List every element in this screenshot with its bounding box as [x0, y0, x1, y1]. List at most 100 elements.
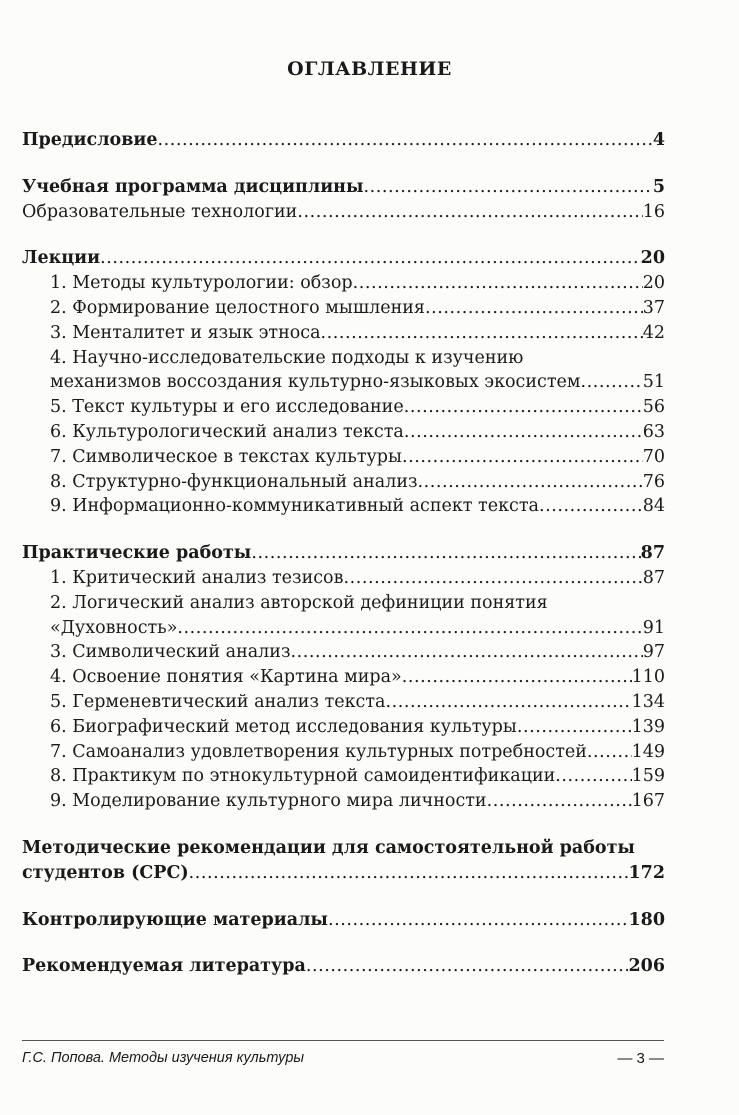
- dot-leader: [321, 321, 643, 346]
- dot-leader: [343, 566, 642, 591]
- toc-entry[interactable]: 8. Практикум по этнокультурной самоидент…: [22, 764, 665, 789]
- dot-leader: [404, 395, 643, 420]
- toc-entry[interactable]: 3. Менталитет и язык этноса 42: [22, 321, 665, 346]
- toc-entry[interactable]: Учебная программа дисциплины 5: [22, 175, 665, 200]
- toc-entry[interactable]: Образовательные технологии 16: [22, 200, 665, 225]
- toc-entry-page: 42: [642, 322, 665, 343]
- toc-entry-row: 1. Критический анализ тезисов 87: [50, 566, 665, 591]
- toc-entry[interactable]: Рекомендуемая литература 206: [22, 954, 665, 979]
- toc-entry-page: 20: [642, 273, 665, 294]
- toc-entry-page: 87: [640, 543, 665, 564]
- toc-entry[interactable]: 1. Методы культурологии: обзор 20: [22, 271, 665, 296]
- toc-entry[interactable]: Контролирующие материалы 180: [22, 908, 665, 933]
- toc-entry-title: 2. Формирование целостного мышления: [50, 297, 425, 318]
- toc-entry-row: 4. Освоение понятия «Картина мира» 110: [50, 665, 665, 690]
- toc-entry-page: 91: [642, 617, 665, 638]
- toc-entry-row: механизмов воссоздания культурно-языковы…: [50, 370, 665, 395]
- toc-entry-page: 63: [642, 421, 665, 442]
- toc-entry[interactable]: Методические рекомендации для самостояте…: [22, 836, 665, 886]
- toc-entry[interactable]: 9. Моделирование культурного мира личнос…: [22, 789, 665, 814]
- dot-leader: [364, 175, 653, 200]
- toc-entry-page: 167: [631, 791, 665, 812]
- dot-leader: [328, 908, 629, 933]
- toc-entry-title: 5. Текст культуры и его исследование: [50, 397, 404, 418]
- toc-entry-page: 70: [642, 446, 665, 467]
- toc-entry[interactable]: 5. Текст культуры и его исследование 56: [22, 395, 665, 420]
- toc-entry-row: 7. Символическое в текстах культуры 70: [50, 445, 665, 470]
- toc-entry-row: 6. Биографический метод исследования кул…: [50, 715, 665, 740]
- toc-entry-row: 8. Структурно-функциональный анализ 76: [50, 470, 665, 495]
- toc-entry-title: Учебная программа дисциплины: [22, 176, 364, 197]
- running-title: Г.С. Попова. Методы изучения культуры: [22, 1050, 305, 1066]
- toc-entry[interactable]: 6. Культурологический анализ текста 63: [22, 420, 665, 445]
- toc-entry-page: 16: [642, 201, 665, 222]
- toc-entry-title: Лекции: [22, 248, 101, 269]
- toc-entry-page: 76: [642, 471, 665, 492]
- toc-entry-title: студентов (СРС): [22, 862, 189, 883]
- toc-entry[interactable]: Предисловие 4: [22, 128, 665, 153]
- toc-entry[interactable]: 8. Структурно-функциональный анализ 76: [22, 470, 665, 495]
- toc-entry-page: 87: [642, 567, 665, 588]
- toc-entry-row: Образовательные технологии 16: [22, 200, 665, 225]
- toc-entry-row: Предисловие 4: [22, 128, 665, 153]
- toc-entry[interactable]: Лекции 20: [22, 246, 665, 271]
- toc-entry[interactable]: 9. Информационно-коммуникативный аспект …: [22, 494, 665, 519]
- toc-entry-row: Практические работы 87: [22, 541, 665, 566]
- toc-entry-title: 6. Биографический метод исследования кул…: [50, 716, 517, 737]
- toc-entry[interactable]: 2. Логический анализ авторской дефиниции…: [22, 591, 665, 641]
- dot-leader: [353, 271, 643, 296]
- toc-entry-title: 9. Информационно-коммуникативный аспект …: [50, 496, 539, 517]
- dot-leader: [555, 764, 631, 789]
- dot-leader: [251, 541, 640, 566]
- toc-entry-row: студентов (СРС) 172: [22, 861, 665, 886]
- toc-entry-title: Рекомендуемая литература: [22, 956, 306, 977]
- dot-leader: [402, 665, 632, 690]
- toc-entry-title: Предисловие: [22, 130, 158, 150]
- toc-entry-title: Контролирующие материалы: [22, 909, 328, 930]
- toc-entry-page: 51: [642, 372, 665, 393]
- toc-entry[interactable]: 5. Герменевтический анализ текста 134: [22, 690, 665, 715]
- toc-entry-page: 172: [628, 862, 665, 883]
- toc-entry-page: 5: [652, 176, 665, 197]
- toc-entry-page: 20: [640, 248, 665, 269]
- toc-entry-row: Контролирующие материалы 180: [22, 908, 665, 933]
- toc-entry-row: 1. Методы культурологии: обзор 20: [50, 271, 665, 296]
- dot-leader: [297, 200, 642, 225]
- table-of-contents: Предисловие 4 Учебная программа дисциплины…: [22, 128, 665, 979]
- toc-entry[interactable]: 4. Освоение понятия «Картина мира» 110: [22, 665, 665, 690]
- dot-leader: [425, 296, 643, 321]
- toc-entry[interactable]: 2. Формирование целостного мышления 37: [22, 296, 665, 321]
- toc-entry-title-line: 2. Логический анализ авторской дефиниции…: [50, 592, 548, 613]
- dot-leader: [402, 445, 643, 470]
- toc-entry-title: 6. Культурологический анализ текста: [50, 421, 404, 442]
- toc-entry[interactable]: 4. Научно-исследовательские подходы к из…: [22, 346, 665, 396]
- toc-entry-row: 5. Герменевтический анализ текста 134: [50, 690, 665, 715]
- toc-entry-row: 8. Практикум по этнокультурной самоидент…: [50, 764, 665, 789]
- toc-entry-title: 7. Самоанализ удовлетворения культурных …: [50, 741, 587, 762]
- toc-entry-row: «Духовность» 91: [50, 616, 665, 641]
- toc-entry-page: 206: [628, 956, 665, 977]
- toc-entry-title: 4. Освоение понятия «Картина мира»: [50, 667, 402, 688]
- toc-entry-page: 110: [631, 667, 665, 688]
- dot-leader: [418, 470, 643, 495]
- toc-entry[interactable]: 7. Символическое в текстах культуры 70: [22, 445, 665, 470]
- toc-entry-page: 37: [642, 297, 665, 318]
- dot-leader: [539, 494, 643, 519]
- toc-entry-row: Лекции 20: [22, 246, 665, 271]
- page-number: — 3 —: [617, 1050, 664, 1067]
- dot-leader: [291, 640, 643, 665]
- dot-leader: [385, 690, 631, 715]
- toc-entry[interactable]: 1. Критический анализ тезисов 87: [22, 566, 665, 591]
- dot-leader: [177, 616, 642, 641]
- toc-entry[interactable]: 6. Биографический метод исследования кул…: [22, 715, 665, 740]
- dot-leader: [404, 420, 643, 445]
- toc-entry-title: Практические работы: [22, 543, 252, 564]
- toc-entry-row: Рекомендуемая литература 206: [22, 954, 665, 979]
- toc-entry[interactable]: 7. Самоанализ удовлетворения культурных …: [22, 740, 665, 765]
- toc-entry-title-line: Методические рекомендации для самостояте…: [22, 837, 635, 858]
- dot-leader: [100, 246, 641, 271]
- toc-entry[interactable]: Практические работы 87: [22, 541, 665, 566]
- toc-entry-page: 139: [631, 716, 665, 737]
- page-title: ОГЛАВЛЕНИЕ: [287, 58, 452, 80]
- toc-entry[interactable]: 3. Символический анализ 97: [22, 640, 665, 665]
